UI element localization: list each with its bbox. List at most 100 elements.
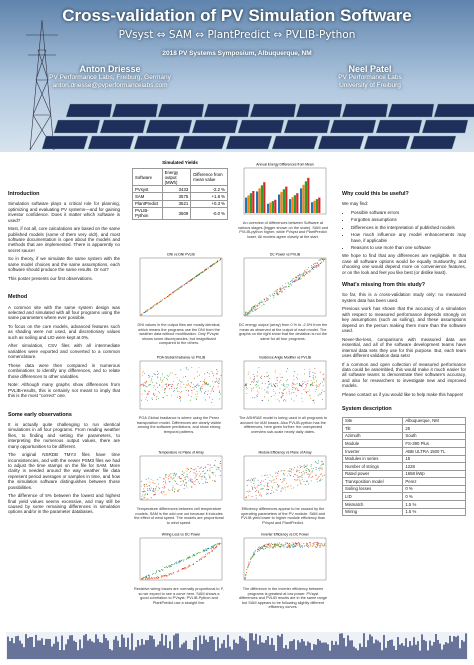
point-decor xyxy=(293,479,295,481)
point-decor xyxy=(187,389,189,391)
point-decor xyxy=(144,578,146,580)
point-decor xyxy=(198,367,200,369)
point-decor xyxy=(145,397,147,398)
point-decor xyxy=(178,287,180,289)
point-decor xyxy=(183,474,184,476)
point-decor xyxy=(301,473,303,475)
point-decor xyxy=(141,577,143,579)
point-decor xyxy=(156,374,158,375)
table-cell: 1228 xyxy=(402,462,466,471)
point-decor xyxy=(256,386,258,388)
point-decor xyxy=(154,304,156,306)
point-decor xyxy=(213,548,215,550)
point-decor xyxy=(267,483,269,485)
point-decor xyxy=(276,383,278,385)
point-decor xyxy=(302,470,304,472)
point-decor xyxy=(248,563,250,565)
point-decor xyxy=(191,481,193,483)
point-decor xyxy=(319,371,321,373)
point-decor xyxy=(254,485,256,487)
point-decor xyxy=(188,280,190,282)
point-decor xyxy=(190,480,192,481)
point-decor xyxy=(271,480,273,482)
point-decor xyxy=(195,472,197,474)
point-decor xyxy=(188,390,189,392)
table-cell: SAM xyxy=(132,192,163,201)
point-decor xyxy=(161,487,163,488)
point-decor xyxy=(181,478,183,480)
point-decor xyxy=(217,380,219,382)
point-decor xyxy=(290,475,291,477)
point-decor xyxy=(313,542,315,544)
point-decor xyxy=(202,381,204,382)
paragraph: Please contact us if you would like to h… xyxy=(342,391,464,397)
point-decor xyxy=(308,389,310,391)
point-decor xyxy=(176,563,178,565)
point-decor xyxy=(288,384,290,386)
point-decor xyxy=(320,259,322,261)
point-decor xyxy=(322,258,324,260)
point-decor xyxy=(154,373,155,375)
point-decor xyxy=(180,400,182,402)
point-decor xyxy=(263,485,265,487)
point-decor xyxy=(183,284,185,286)
bullet: Differences in the interpretation of pub… xyxy=(351,225,466,230)
point-decor xyxy=(282,488,284,489)
point-decor xyxy=(162,378,164,380)
point-decor xyxy=(151,375,153,377)
point-decor xyxy=(249,384,251,385)
point-decor xyxy=(204,373,206,375)
point-decor xyxy=(152,573,153,575)
point-decor xyxy=(309,270,311,272)
point-decor xyxy=(285,283,287,285)
point-decor xyxy=(301,275,303,277)
point-decor xyxy=(321,467,323,469)
point-decor xyxy=(315,376,316,378)
point-decor xyxy=(150,381,152,383)
point-decor xyxy=(144,484,146,486)
point-decor xyxy=(310,468,312,469)
panel xyxy=(157,103,205,118)
point-decor xyxy=(283,473,285,475)
point-decor xyxy=(274,545,276,547)
point-decor xyxy=(319,478,321,480)
point-decor xyxy=(301,545,303,547)
bar-decor xyxy=(267,203,270,213)
point-decor xyxy=(166,566,168,568)
author-name: Anton Driesse xyxy=(79,64,141,74)
point-decor xyxy=(143,488,145,490)
point-decor xyxy=(162,575,164,577)
point-decor xyxy=(216,373,218,375)
point-decor xyxy=(252,307,254,309)
point-decor xyxy=(319,475,320,477)
point-decor xyxy=(165,475,167,477)
point-decor xyxy=(152,305,154,307)
point-decor xyxy=(260,377,262,379)
point-decor xyxy=(176,570,178,572)
point-decor xyxy=(257,380,259,382)
panel xyxy=(421,119,469,134)
point-decor xyxy=(192,387,194,388)
point-decor xyxy=(255,494,257,496)
point-decor xyxy=(295,278,297,280)
point-decor xyxy=(318,462,319,464)
point-decor xyxy=(183,485,185,487)
point-decor xyxy=(168,489,170,491)
point-decor xyxy=(269,294,270,296)
point-decor xyxy=(193,554,195,556)
point-decor xyxy=(217,386,219,388)
point-decor xyxy=(291,284,292,286)
point-decor xyxy=(209,464,211,466)
point-decor xyxy=(280,288,282,290)
point-decor xyxy=(149,375,151,377)
point-decor xyxy=(267,482,269,484)
point-decor xyxy=(244,578,246,580)
point-decor xyxy=(199,374,201,376)
point-decor xyxy=(247,312,249,314)
bar-decor xyxy=(247,195,250,213)
point-decor xyxy=(266,492,268,494)
point-decor xyxy=(262,544,264,546)
plot-frame xyxy=(139,537,223,581)
point-decor xyxy=(171,372,173,374)
bar-decor xyxy=(280,191,283,213)
